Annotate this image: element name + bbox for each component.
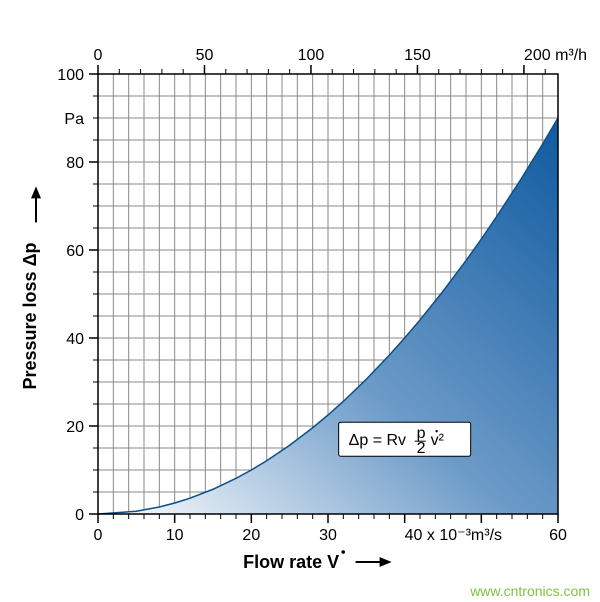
x-bottom-tick-label: 30 <box>319 527 337 544</box>
y-unit-label: Pa <box>64 111 84 128</box>
svg-text:2: 2 <box>417 440 426 457</box>
x-bottom-tick-label: 10 <box>166 527 184 544</box>
equation-text: Δp = Rv <box>349 432 406 449</box>
x-bottom-tick-label: 60 <box>549 527 567 544</box>
x-top-tick-label: 200 m³/h <box>524 47 587 64</box>
x-top-tick-label: 0 <box>94 47 103 64</box>
pressure-loss-chart: 0 10 20 30 40 x 10⁻³m³/s 60 0 50 100 150 200 m³/h 0… <box>0 0 600 602</box>
y-tick-label: 60 <box>66 243 84 260</box>
y-tick-label: 100 <box>57 67 84 84</box>
svg-text:v²: v² <box>431 432 445 449</box>
x-bottom-tick-label: 40 x 10⁻³m³/s <box>405 527 502 544</box>
svg-text:Flow rate V: Flow rate V <box>243 552 339 572</box>
equation-box: Δp = Rvp2v² <box>339 422 471 457</box>
x-bottom-tick-label: 0 <box>94 527 103 544</box>
y-tick-label: 80 <box>66 155 84 172</box>
y-tick-label: 20 <box>66 419 84 436</box>
x-top-tick-label: 150 <box>404 47 431 64</box>
svg-text:Pressure loss Δp: Pressure loss Δp <box>20 242 40 389</box>
y-tick-label: 0 <box>75 507 84 524</box>
x-bottom-tick-label: 20 <box>242 527 260 544</box>
x-top-tick-label: 100 <box>298 47 325 64</box>
watermark: www.cntronics.com <box>469 583 590 599</box>
y-tick-label: 40 <box>66 331 84 348</box>
x-top-tick-label: 50 <box>196 47 214 64</box>
